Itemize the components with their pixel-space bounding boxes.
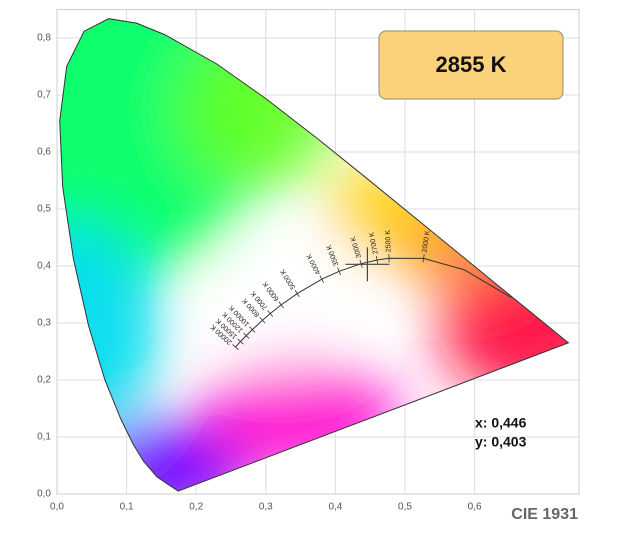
y-tick-label: 0,7 (37, 90, 51, 101)
cct-label: 2855 K (436, 52, 507, 77)
x-tick-label: 0,1 (120, 502, 134, 513)
cct-tick (259, 317, 266, 324)
x-tick-label: 0,6 (468, 502, 482, 513)
x-tick-label: 0,3 (259, 502, 273, 513)
y-tick-label: 0,1 (37, 432, 51, 443)
y-tick-label: 0,6 (37, 147, 51, 158)
y-tick-label: 0,3 (37, 318, 51, 329)
y-tick-label: 0,0 (37, 489, 51, 500)
cct-tick (243, 332, 250, 339)
y-tick-label: 0,8 (37, 33, 51, 44)
cct-tick (375, 255, 379, 264)
cct-tick (232, 344, 239, 351)
x-tick-label: 0,4 (328, 502, 342, 513)
cct-label: 2500 K (385, 230, 393, 253)
cct-tick (237, 338, 244, 345)
caption: CIE 1931 (511, 506, 578, 523)
cct-tick (337, 267, 341, 276)
y-tick-label: 0,2 (37, 375, 51, 386)
cct-tick (278, 301, 284, 309)
cct-tick (422, 254, 425, 263)
y-tick-label: 0,4 (37, 261, 51, 272)
y-readout: y: 0,403 (475, 434, 527, 450)
x-readout: x: 0,446 (475, 415, 527, 431)
cct-tick (267, 310, 274, 317)
cct-tick (319, 275, 325, 283)
x-tick-label: 0,0 (50, 502, 64, 513)
cct-box (378, 30, 564, 100)
cct-tick (249, 326, 256, 333)
plot-frame (56, 9, 580, 495)
spectral-locus (59, 18, 570, 492)
cct-tick (294, 289, 300, 298)
cct-label: 2000 K (421, 230, 431, 253)
planckian-locus (235, 257, 512, 348)
x-tick-label: 0,2 (189, 502, 203, 513)
x-tick-label: 0,5 (398, 502, 412, 513)
cct-label: 2700 K (369, 231, 380, 254)
y-tick-label: 0,5 (37, 204, 51, 215)
cct-tick (359, 259, 363, 268)
